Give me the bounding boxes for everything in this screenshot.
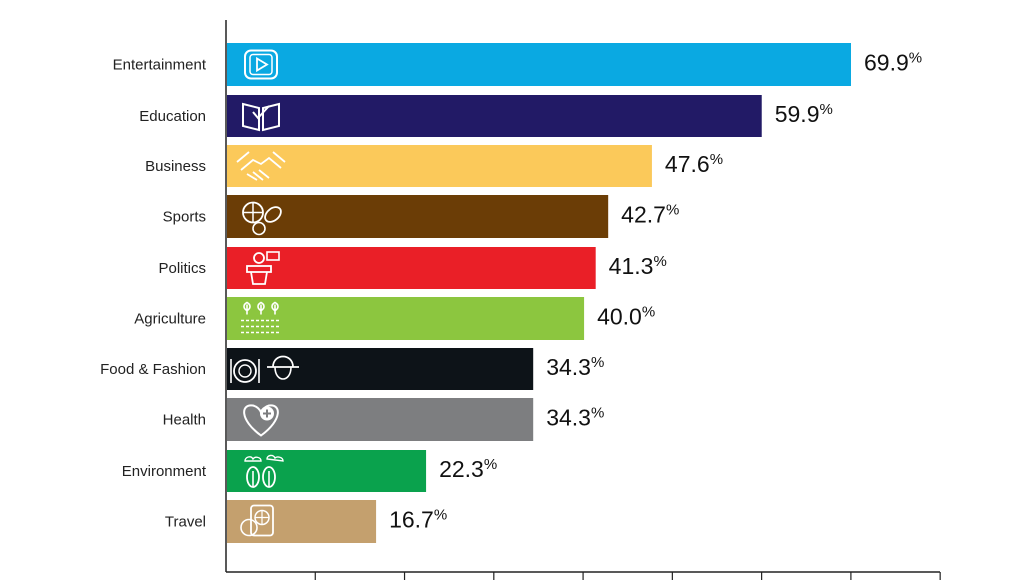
category-label: Business xyxy=(145,158,206,175)
bar-group: Environment 22.3% xyxy=(122,450,497,492)
bar xyxy=(227,195,609,238)
bar-group: Education 59.9% xyxy=(139,95,833,137)
podium-speaker-icon xyxy=(246,251,280,285)
crops-field-icon xyxy=(241,301,281,334)
data-label: 22.3% xyxy=(439,456,497,482)
data-label: 16.7% xyxy=(389,507,447,533)
category-label: Entertainment xyxy=(113,57,207,74)
bar xyxy=(227,95,762,137)
bars-group: Entertainment 69.9% Education 59.9% Business… xyxy=(100,43,922,543)
category-label: Travel xyxy=(165,514,206,531)
bar xyxy=(227,43,851,86)
bar-group: Business 47.6% xyxy=(145,145,723,187)
bar-group: Entertainment 69.9% xyxy=(113,43,922,86)
bar-group: Agriculture 40.0% xyxy=(134,297,655,340)
category-label: Sports xyxy=(163,209,206,226)
category-label: Health xyxy=(163,412,206,429)
category-label: Politics xyxy=(158,260,206,277)
data-label: 42.7% xyxy=(621,202,679,228)
bar xyxy=(227,247,596,289)
category-label: Education xyxy=(139,108,206,125)
bar-group: Politics 41.3% xyxy=(158,247,667,289)
bar xyxy=(227,398,534,441)
category-label: Agriculture xyxy=(134,311,206,328)
bar xyxy=(227,297,585,340)
heart-plus-icon xyxy=(243,404,279,437)
data-label: 40.0% xyxy=(597,304,655,330)
trees-clouds-icon xyxy=(244,454,284,488)
data-label: 34.3% xyxy=(546,405,604,431)
axes-group xyxy=(225,20,941,580)
video-play-icon xyxy=(244,49,278,80)
bar-group: Health 34.3% xyxy=(163,398,604,441)
bar-group: Food & Fashion 34.3% xyxy=(100,348,604,390)
category-label: Food & Fashion xyxy=(100,361,206,378)
dining-hat-icon xyxy=(230,355,299,383)
bar-group: Sports 42.7% xyxy=(163,195,679,238)
data-label: 34.3% xyxy=(546,354,604,380)
data-label: 47.6% xyxy=(665,151,723,177)
data-label: 41.3% xyxy=(609,253,667,279)
bar xyxy=(227,500,377,543)
handshake-icon xyxy=(236,151,286,181)
book-check-icon xyxy=(242,102,280,132)
bar xyxy=(227,348,534,390)
bar-group: Travel 16.7% xyxy=(165,500,447,543)
bar xyxy=(227,450,427,492)
bar xyxy=(227,145,652,187)
sports-balls-icon xyxy=(242,201,282,236)
category-label: Environment xyxy=(122,463,207,480)
data-label: 69.9% xyxy=(864,50,922,76)
data-label: 59.9% xyxy=(775,101,833,127)
passport-globe-icon xyxy=(240,504,274,537)
